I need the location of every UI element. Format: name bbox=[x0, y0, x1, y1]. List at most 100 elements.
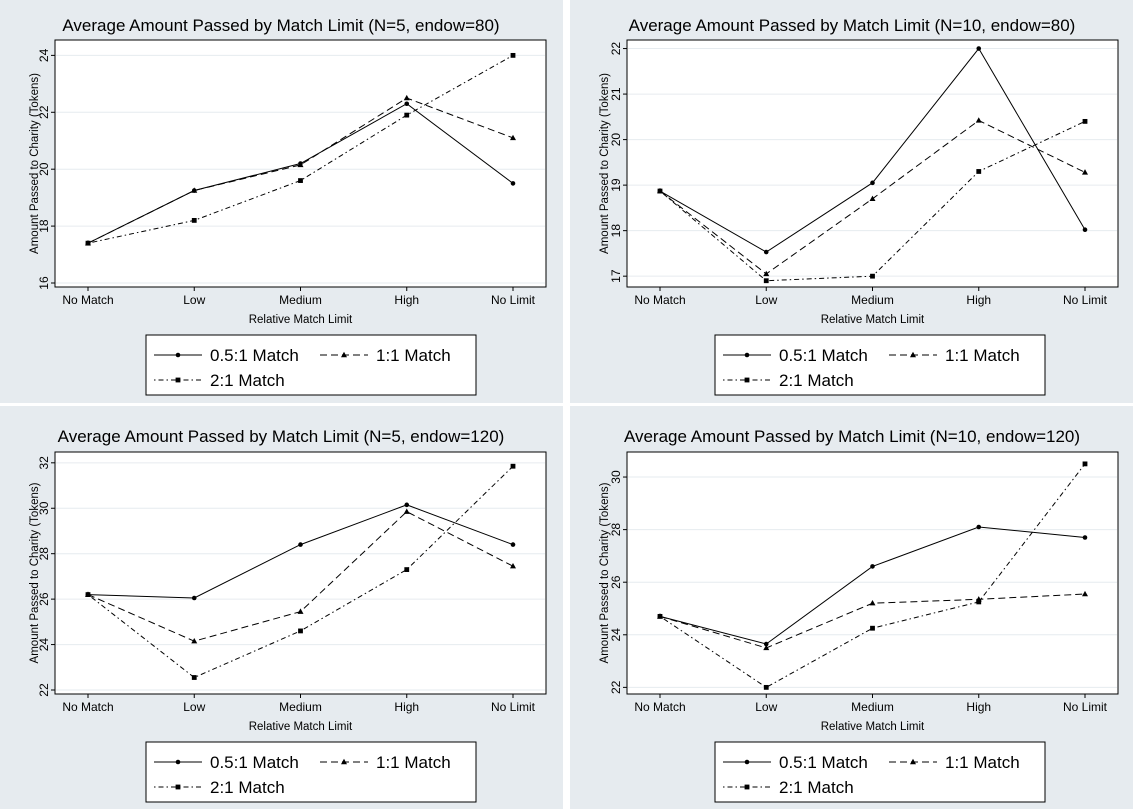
y-tick-label: 22 bbox=[37, 683, 51, 697]
y-tick-label: 17 bbox=[609, 269, 623, 283]
data-point-s2 bbox=[510, 134, 516, 141]
data-point-s3 bbox=[1082, 461, 1088, 467]
data-point-s1 bbox=[510, 542, 516, 547]
legend-label-2: 1:1 Match bbox=[376, 753, 451, 772]
legend-label-2: 1:1 Match bbox=[945, 346, 1020, 365]
series-line-2 bbox=[87, 97, 514, 244]
data-point-s2 bbox=[510, 562, 516, 569]
legend-marker-1 bbox=[744, 352, 750, 358]
data-point-s1 bbox=[404, 502, 410, 508]
y-axis-label: Amount Passed to Charity (Tokens) bbox=[29, 482, 41, 663]
legend-marker-1 bbox=[175, 759, 181, 765]
y-tick-label: 24 bbox=[609, 628, 623, 642]
data-point-s1 bbox=[870, 180, 875, 186]
chart-title: Average Amount Passed by Match Limit (N=… bbox=[58, 427, 505, 446]
x-axis-label: Relative Match Limit bbox=[821, 314, 925, 326]
chart-title: Average Amount Passed by Match Limit (N=… bbox=[629, 16, 1076, 35]
y-axis-label: Amount Passed to Charity (Tokens) bbox=[599, 482, 611, 663]
y-tick-label: 16 bbox=[37, 276, 51, 290]
y-tick-label: 26 bbox=[37, 592, 51, 606]
data-point-s2 bbox=[297, 608, 304, 614]
data-point-s2 bbox=[763, 270, 770, 277]
legend-marker-1 bbox=[744, 759, 750, 765]
legend bbox=[714, 334, 1046, 396]
chart-panel-n10-endow120: Average Amount Passed by Match Limit (N=… bbox=[570, 406, 1133, 809]
data-point-s1 bbox=[510, 181, 516, 186]
x-tick-label: Low bbox=[183, 700, 205, 714]
legend-label-2: 1:1 Match bbox=[945, 753, 1020, 772]
data-point-s3 bbox=[1082, 118, 1088, 124]
y-tick-label: 28 bbox=[37, 547, 51, 561]
data-point-s3 bbox=[191, 675, 197, 680]
data-point-s3 bbox=[404, 567, 410, 572]
chart-panel-n5-endow80: Average Amount Passed by Match Limit (N=… bbox=[0, 0, 563, 403]
data-point-s2 bbox=[1082, 590, 1088, 597]
data-point-s1 bbox=[298, 542, 303, 547]
y-tick-label: 28 bbox=[609, 523, 623, 537]
data-point-s3 bbox=[85, 240, 91, 246]
x-axis-label: Relative Match Limit bbox=[821, 721, 925, 733]
data-point-s2 bbox=[191, 187, 198, 193]
y-tick-label: 21 bbox=[609, 87, 623, 101]
x-tick-label: High bbox=[966, 700, 991, 714]
data-point-s1 bbox=[763, 641, 769, 647]
line-chart: Average Amount Passed by Match Limit (N=… bbox=[599, 427, 1119, 803]
legend-label-3: 2:1 Match bbox=[779, 778, 854, 797]
data-point-s3 bbox=[976, 169, 982, 174]
x-tick-label: Low bbox=[183, 293, 205, 307]
data-point-s3 bbox=[763, 278, 769, 284]
legend-label-1: 0.5:1 Match bbox=[779, 753, 868, 772]
y-tick-label: 32 bbox=[37, 456, 51, 470]
data-point-s1 bbox=[404, 101, 410, 107]
data-point-s3 bbox=[191, 218, 197, 223]
line-chart: Average Amount Passed by Match Limit (N=… bbox=[599, 16, 1119, 396]
legend-marker-3 bbox=[744, 377, 750, 383]
y-tick-label: 22 bbox=[609, 42, 623, 56]
data-point-s2 bbox=[191, 637, 198, 644]
x-axis-label: Relative Match Limit bbox=[249, 721, 353, 733]
x-tick-label: No Limit bbox=[491, 700, 536, 714]
y-tick-label: 22 bbox=[37, 105, 51, 119]
x-tick-label: Medium bbox=[279, 293, 322, 307]
chart-title: Average Amount Passed by Match Limit (N=… bbox=[62, 16, 499, 35]
data-point-s2 bbox=[1082, 169, 1088, 175]
y-axis-label: Amount Passed to Charity (Tokens) bbox=[599, 73, 611, 254]
legend-marker-2 bbox=[910, 351, 916, 358]
data-point-s3 bbox=[298, 178, 303, 183]
legend-label-3: 2:1 Match bbox=[210, 371, 285, 390]
x-tick-label: No Limit bbox=[1063, 700, 1108, 714]
x-tick-label: High bbox=[966, 293, 991, 307]
data-point-s3 bbox=[763, 684, 769, 690]
plot-area bbox=[54, 451, 547, 695]
y-tick-label: 18 bbox=[609, 224, 623, 238]
legend-marker-2 bbox=[910, 758, 916, 765]
data-point-s1 bbox=[870, 564, 875, 569]
data-point-s3 bbox=[510, 463, 516, 469]
x-tick-label: High bbox=[394, 700, 419, 714]
data-point-s2 bbox=[403, 94, 410, 101]
y-tick-label: 26 bbox=[609, 575, 623, 589]
y-tick-label: 20 bbox=[609, 133, 623, 147]
y-tick-label: 22 bbox=[609, 680, 623, 694]
data-point-s2 bbox=[297, 161, 304, 168]
legend bbox=[145, 334, 477, 396]
chart-title: Average Amount Passed by Match Limit (N=… bbox=[624, 427, 1080, 446]
x-tick-label: No Match bbox=[62, 700, 113, 714]
legend-label-1: 0.5:1 Match bbox=[779, 346, 868, 365]
x-tick-label: No Match bbox=[634, 700, 685, 714]
x-tick-label: Medium bbox=[851, 700, 894, 714]
legend-marker-1 bbox=[175, 352, 181, 358]
legend-label-2: 1:1 Match bbox=[376, 346, 451, 365]
x-tick-label: Medium bbox=[279, 700, 322, 714]
legend-marker-3 bbox=[175, 784, 181, 790]
legend bbox=[145, 741, 477, 803]
x-tick-label: No Match bbox=[634, 293, 685, 307]
data-point-s3 bbox=[510, 52, 516, 58]
data-point-s1 bbox=[976, 46, 982, 51]
legend-marker-3 bbox=[744, 784, 750, 790]
data-point-s2 bbox=[869, 600, 876, 606]
legend-label-3: 2:1 Match bbox=[210, 778, 285, 797]
y-tick-label: 18 bbox=[37, 219, 51, 233]
legend-label-3: 2:1 Match bbox=[779, 371, 854, 390]
x-axis-label: Relative Match Limit bbox=[249, 314, 353, 326]
